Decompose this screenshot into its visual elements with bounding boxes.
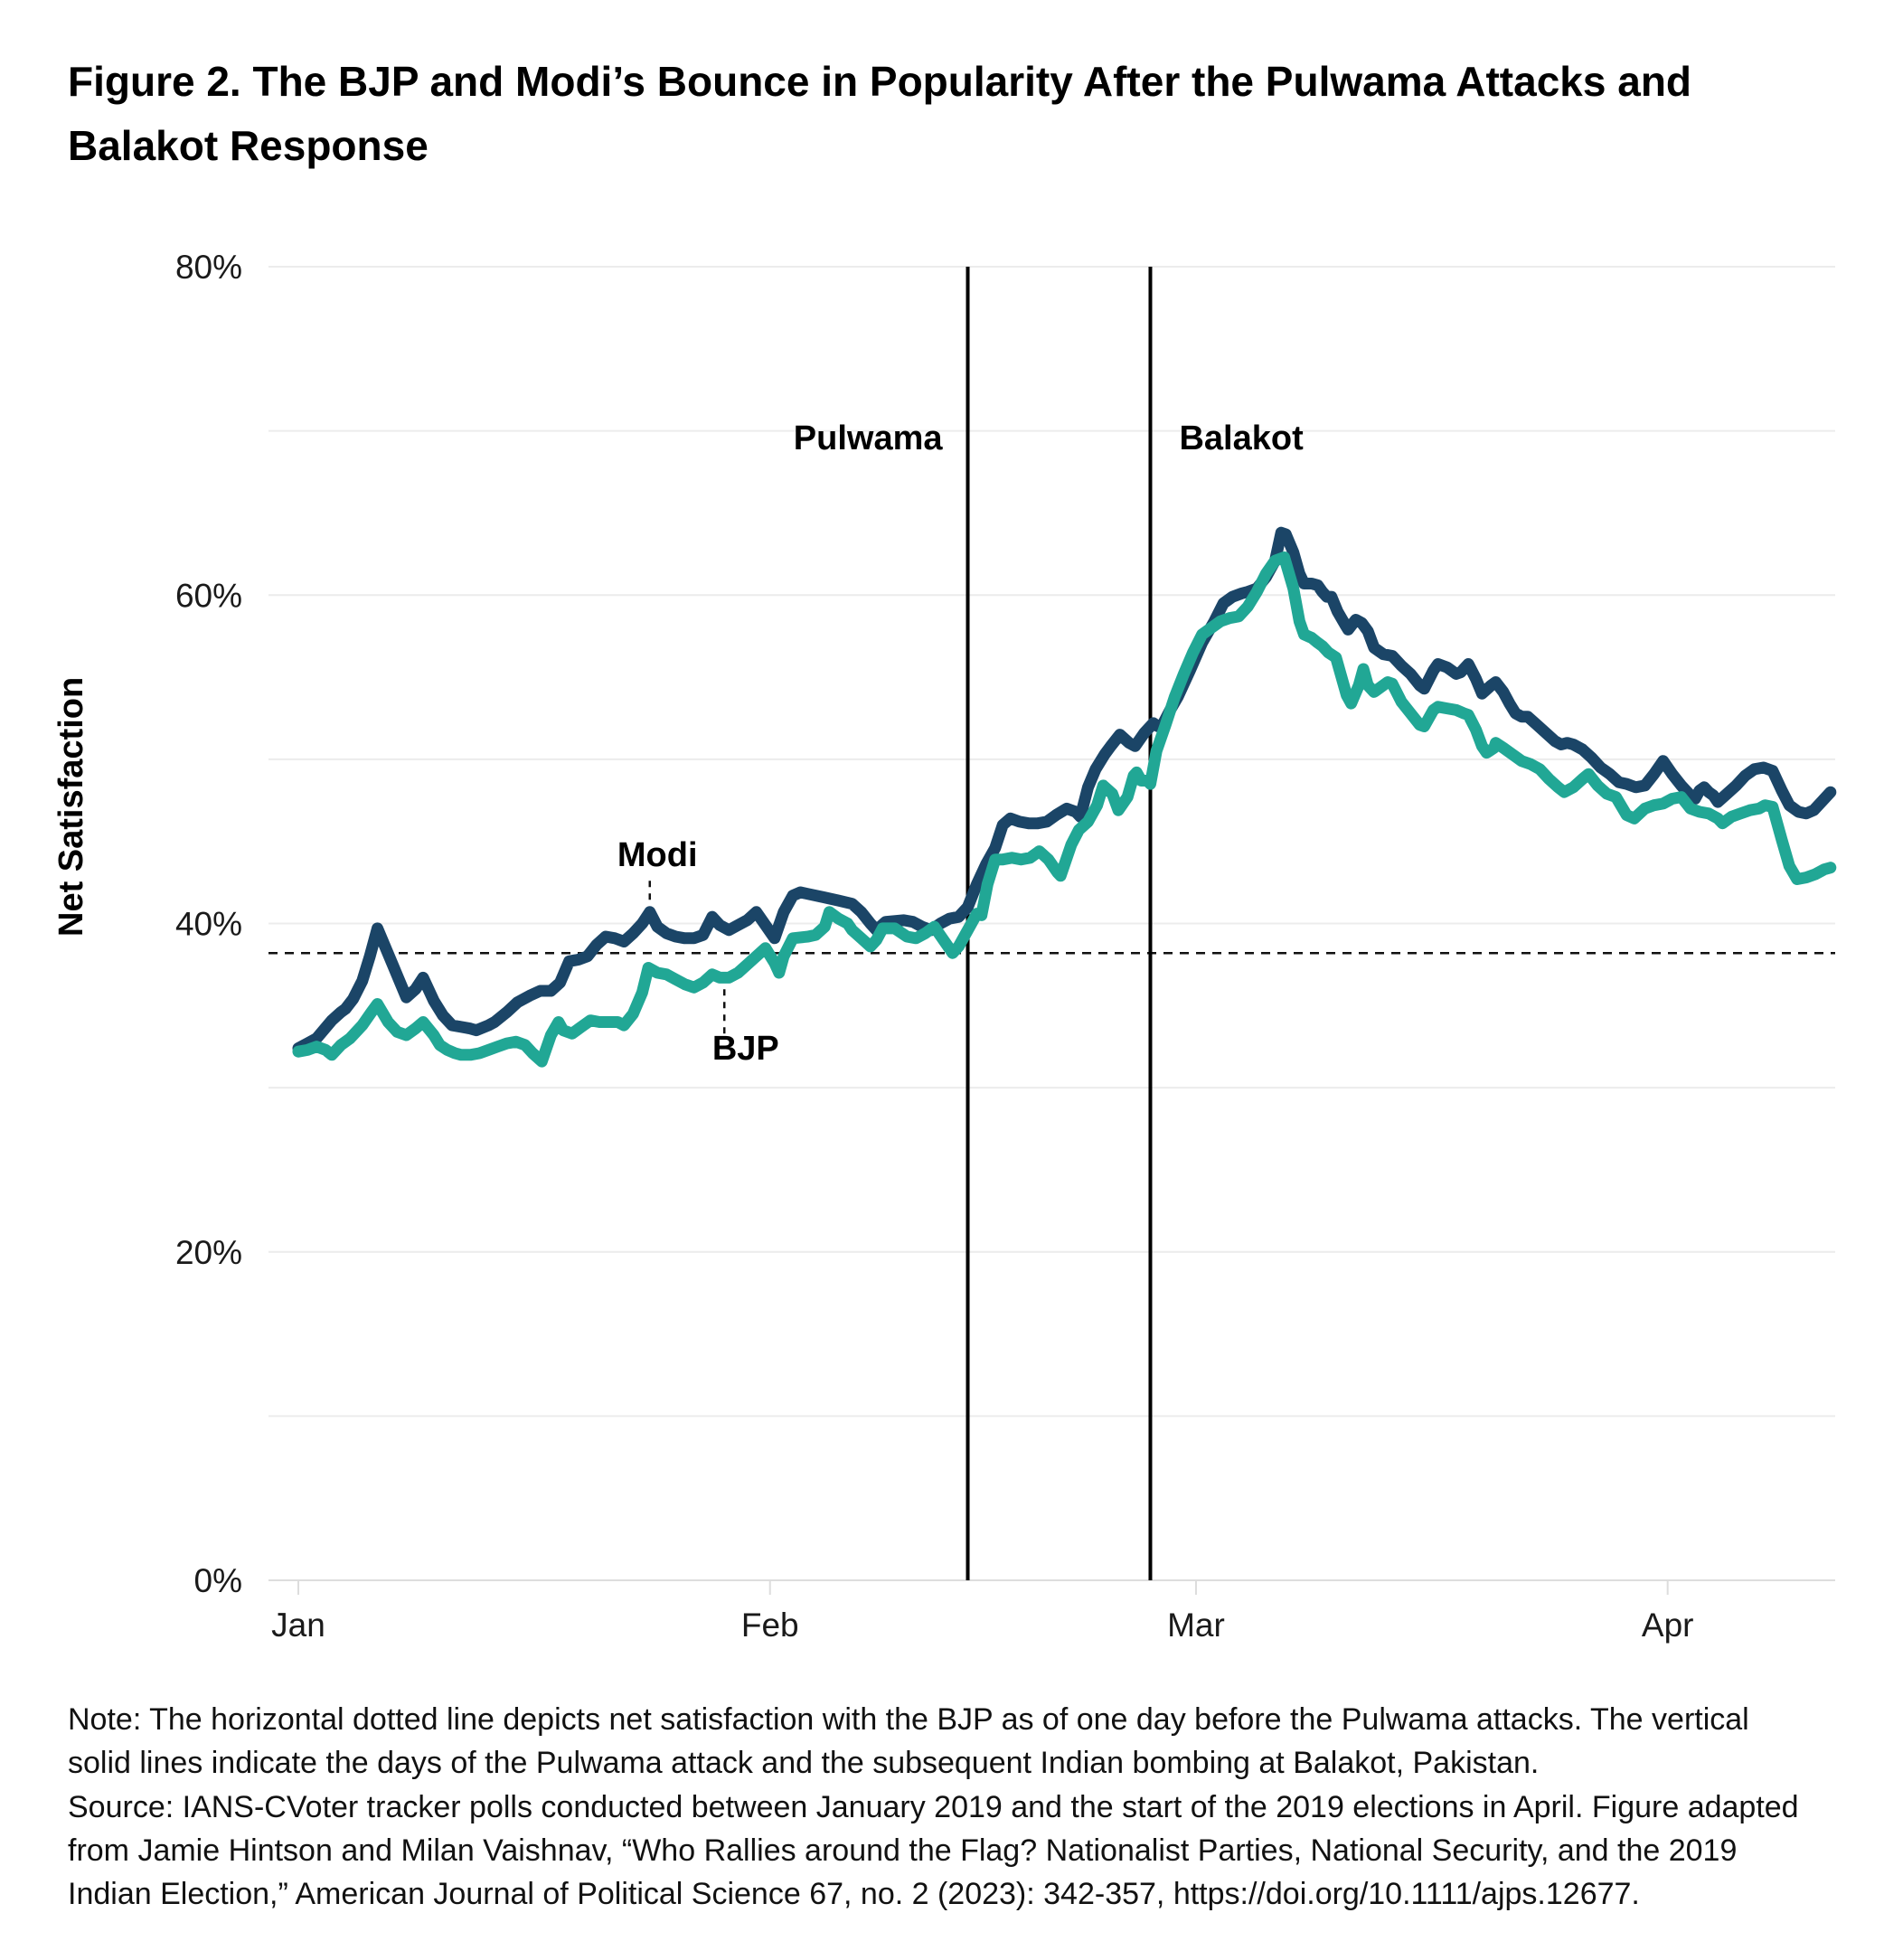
source-text: Source: IANS-CVoter tracker polls conduc… [68,1789,1799,1912]
x-tick-label: Mar [1167,1607,1225,1644]
y-tick-label: 60% [175,577,242,614]
y-tick-label: 20% [175,1234,242,1271]
x-tick-label: Feb [741,1607,799,1644]
series-label-modi: Modi [617,836,698,874]
y-tick-label: 40% [175,906,242,943]
note-text: Note: The horizontal dotted line depicts… [68,1702,1749,1781]
y-tick-label: 0% [194,1562,242,1599]
x-tick-label: Jan [271,1607,325,1644]
x-tick-label: Apr [1642,1607,1694,1644]
figure-title: Figure 2. The BJP and Modi’s Bounce in P… [68,58,1692,170]
event-label-balakot: Balakot [1179,419,1304,457]
event-label-pulwama: Pulwama [794,419,944,457]
series-label-bjp: BJP [712,1030,779,1068]
chart-note: Note: The horizontal dotted line depicts… [68,1698,1808,1916]
series-line-bjp [292,551,1837,1068]
y-tick-label: 80% [175,249,242,286]
series-line-modi [292,526,1837,1054]
